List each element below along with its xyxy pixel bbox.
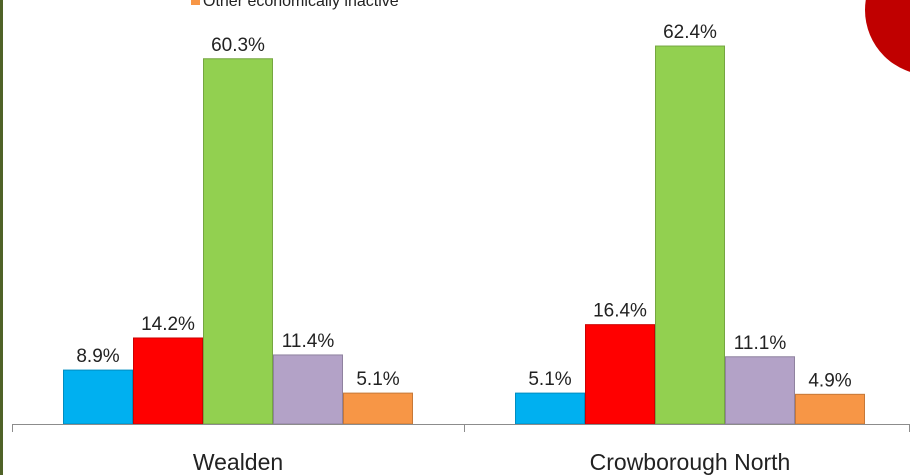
data-label: 16.4% <box>593 301 647 322</box>
corner-decoration <box>865 0 910 72</box>
left-border <box>0 0 3 475</box>
data-label: 60.3% <box>211 35 265 56</box>
bar <box>63 369 133 425</box>
legend-swatch <box>191 0 200 5</box>
bar <box>343 392 413 425</box>
bar <box>655 45 725 425</box>
bar <box>273 354 343 425</box>
bar <box>725 356 795 425</box>
x-tick-label: Wealden <box>193 449 283 475</box>
data-label: 11.1% <box>734 333 787 354</box>
data-label: 11.4% <box>282 331 335 352</box>
bar <box>203 58 273 425</box>
data-label: 14.2% <box>141 314 195 335</box>
data-label: 5.1% <box>528 369 571 390</box>
legend: Other economically inactive <box>191 0 399 10</box>
bar <box>585 324 655 425</box>
data-label: 4.9% <box>808 370 851 391</box>
legend-label: Other economically inactive <box>203 0 399 10</box>
data-label: 8.9% <box>76 346 119 367</box>
data-label: 62.4% <box>663 22 717 43</box>
bar <box>795 393 865 425</box>
bar <box>133 337 203 425</box>
x-tick-label: Crowborough North <box>590 449 791 475</box>
data-label: 5.1% <box>356 369 399 390</box>
bar <box>515 392 585 425</box>
